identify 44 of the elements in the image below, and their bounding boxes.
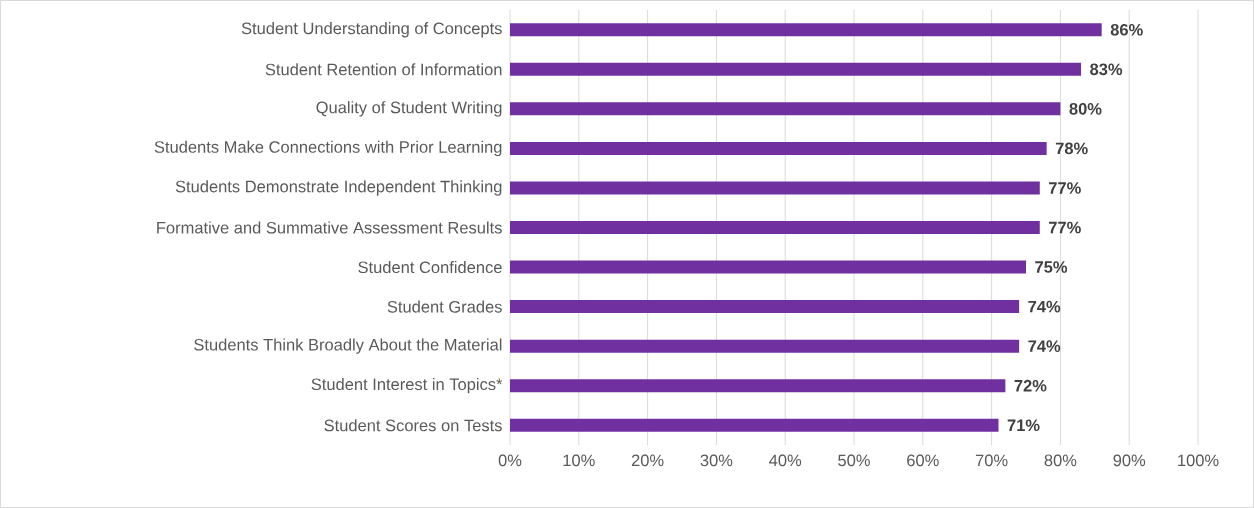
y-tick-label: Quality of Student Writing xyxy=(316,101,502,117)
x-tick-label: 10% xyxy=(563,454,595,467)
y-tick-label: Student Retention of Information xyxy=(265,63,502,76)
bar xyxy=(510,418,999,432)
x-tick-label: 50% xyxy=(838,454,870,467)
bar xyxy=(510,300,1020,314)
data-label: 74% xyxy=(1028,340,1061,352)
bar xyxy=(510,260,1027,274)
x-tick-label: 80% xyxy=(1044,454,1077,467)
data-label: 77% xyxy=(1048,182,1081,194)
x-tick-label: 100% xyxy=(1178,454,1219,467)
data-label: 77% xyxy=(1048,221,1081,234)
bar xyxy=(510,339,1020,353)
x-tick-label: 30% xyxy=(700,454,733,467)
x-tick-label: 20% xyxy=(631,454,664,467)
y-tick-label: Student Confidence xyxy=(358,260,502,274)
y-tick-label: Student Scores on Tests xyxy=(324,419,502,432)
bar xyxy=(510,62,1082,76)
y-tick-label: Formative and Summative Assessment Results xyxy=(157,221,502,234)
bar xyxy=(510,379,1006,393)
y-tick-label: Student Interest in Topics* xyxy=(311,378,503,394)
x-tick-label: 90% xyxy=(1113,454,1146,467)
data-label: 83% xyxy=(1090,63,1123,76)
data-label: 80% xyxy=(1069,103,1102,115)
data-label: 72% xyxy=(1014,379,1047,392)
bar xyxy=(510,23,1102,37)
bar xyxy=(510,181,1040,195)
y-tick-label: Student Grades xyxy=(387,300,502,313)
y-tick-label: Students Demonstrate Independent Thinking xyxy=(175,180,502,196)
y-tick-label: Student Understanding of Concepts xyxy=(241,22,502,38)
y-tick-label: Students Think Broadly About the Material xyxy=(194,338,502,354)
data-label: 74% xyxy=(1028,300,1061,313)
x-tick-label: 70% xyxy=(975,454,1008,467)
bar xyxy=(510,102,1061,116)
bar xyxy=(510,141,1047,155)
data-label: 86% xyxy=(1110,23,1143,36)
bar xyxy=(510,221,1040,234)
x-tick-label: 0% xyxy=(498,454,522,467)
x-tick-label: 40% xyxy=(769,454,802,467)
data-label: 75% xyxy=(1035,261,1068,273)
data-label: 78% xyxy=(1055,142,1088,155)
y-tick-label: Students Make Connections with Prior Learning xyxy=(154,140,502,157)
x-tick-label: 60% xyxy=(907,454,939,467)
data-label: 71% xyxy=(1007,419,1040,432)
